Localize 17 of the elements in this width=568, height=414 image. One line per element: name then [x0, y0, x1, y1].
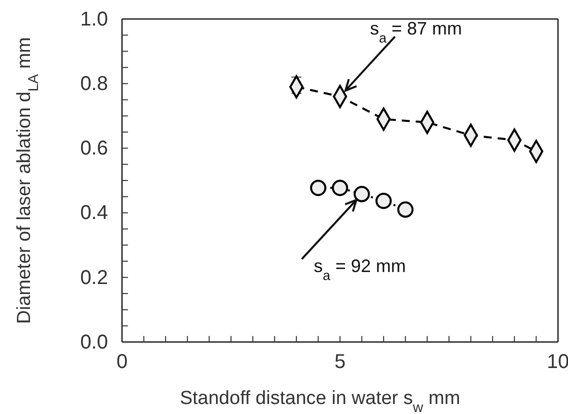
x-tick-label: 10: [546, 351, 568, 374]
point: [310, 180, 326, 196]
x-tick-label: 0: [116, 351, 128, 374]
point: [354, 186, 370, 202]
y-tick-label: 1.0: [80, 8, 108, 30]
annotation: s$_{a}$ = 92 mm: [314, 256, 406, 283]
point: [397, 201, 414, 218]
point: [375, 192, 392, 209]
annotation: s$_{a}$ = 87 mm: [370, 18, 462, 46]
point: [332, 180, 348, 196]
y-tick-label: 0.6: [80, 138, 108, 160]
x-tick-label: 5: [334, 351, 346, 374]
y-tick-label: 0.4: [80, 202, 108, 224]
y-tick-label: 0.2: [80, 266, 108, 289]
y-tick-label: 0.8: [80, 73, 108, 95]
x-axis-title: Standoff distance in water s$_{w}$ mm: [180, 388, 460, 414]
y-tick-label: 0.0: [80, 331, 108, 354]
